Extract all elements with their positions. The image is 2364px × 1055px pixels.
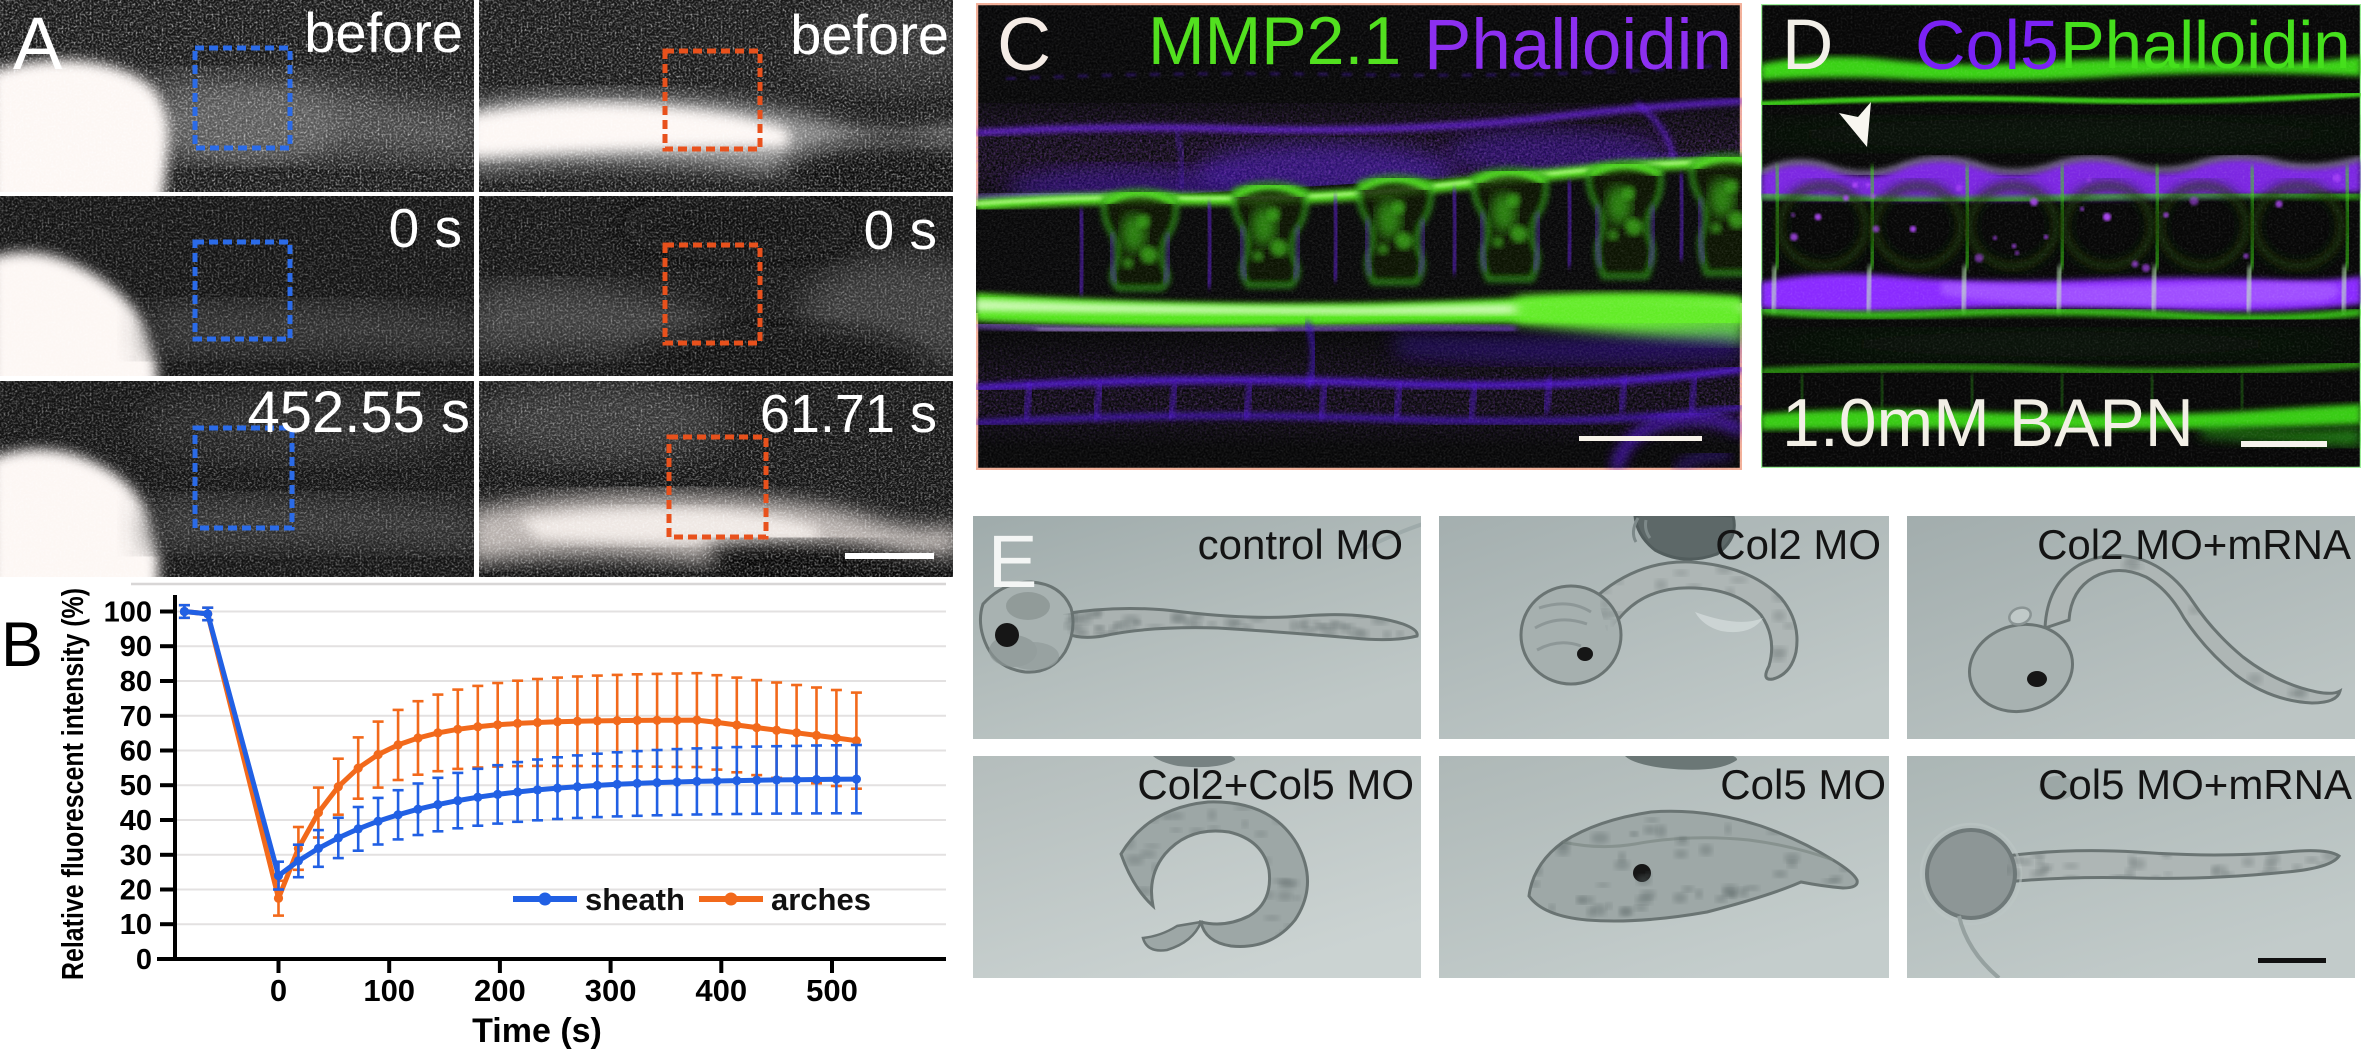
svg-text:80: 80 <box>120 666 152 698</box>
svg-text:Col2 MO: Col2 MO <box>1715 521 1881 568</box>
svg-text:60: 60 <box>120 736 152 768</box>
svg-text:0: 0 <box>136 944 152 976</box>
svg-text:Relative fluorescent intensit: Relative fluorescent intensity (%) <box>55 588 90 980</box>
svg-text:200: 200 <box>474 973 526 1008</box>
svg-text:MMP2.1: MMP2.1 <box>1148 3 1401 79</box>
svg-text:30: 30 <box>120 840 152 872</box>
svg-text:1.0mM BAPN: 1.0mM BAPN <box>1782 385 2194 461</box>
svg-text:0: 0 <box>270 973 287 1008</box>
svg-text:Phalloidin: Phalloidin <box>1424 6 1732 85</box>
svg-text:Col5 MO: Col5 MO <box>1720 761 1886 808</box>
svg-text:D: D <box>1782 6 1833 85</box>
svg-text:sheath: sheath <box>585 882 685 917</box>
svg-text:Col2 MO+mRNA: Col2 MO+mRNA <box>2037 521 2351 568</box>
svg-text:20: 20 <box>120 875 152 907</box>
svg-text:B: B <box>1 610 43 680</box>
svg-text:Col5 MO+mRNA: Col5 MO+mRNA <box>2038 761 2352 808</box>
svg-text:Phalloidin: Phalloidin <box>2060 8 2351 83</box>
svg-text:Col5: Col5 <box>1915 6 2059 84</box>
svg-text:90: 90 <box>120 631 152 663</box>
svg-text:Time (s): Time (s) <box>472 1012 602 1050</box>
svg-text:500: 500 <box>806 973 858 1008</box>
svg-text:300: 300 <box>585 973 637 1008</box>
svg-text:E: E <box>988 520 1037 603</box>
svg-text:arches: arches <box>771 882 871 917</box>
svg-text:100: 100 <box>363 973 415 1008</box>
svg-text:40: 40 <box>120 805 152 837</box>
svg-text:400: 400 <box>695 973 747 1008</box>
svg-text:Col2+Col5 MO: Col2+Col5 MO <box>1137 761 1414 808</box>
svg-text:10: 10 <box>120 909 152 941</box>
svg-text:control MO: control MO <box>1198 521 1403 568</box>
svg-text:C: C <box>997 3 1051 86</box>
svg-text:50: 50 <box>120 770 152 802</box>
svg-text:100: 100 <box>104 597 152 629</box>
svg-text:70: 70 <box>120 701 152 733</box>
